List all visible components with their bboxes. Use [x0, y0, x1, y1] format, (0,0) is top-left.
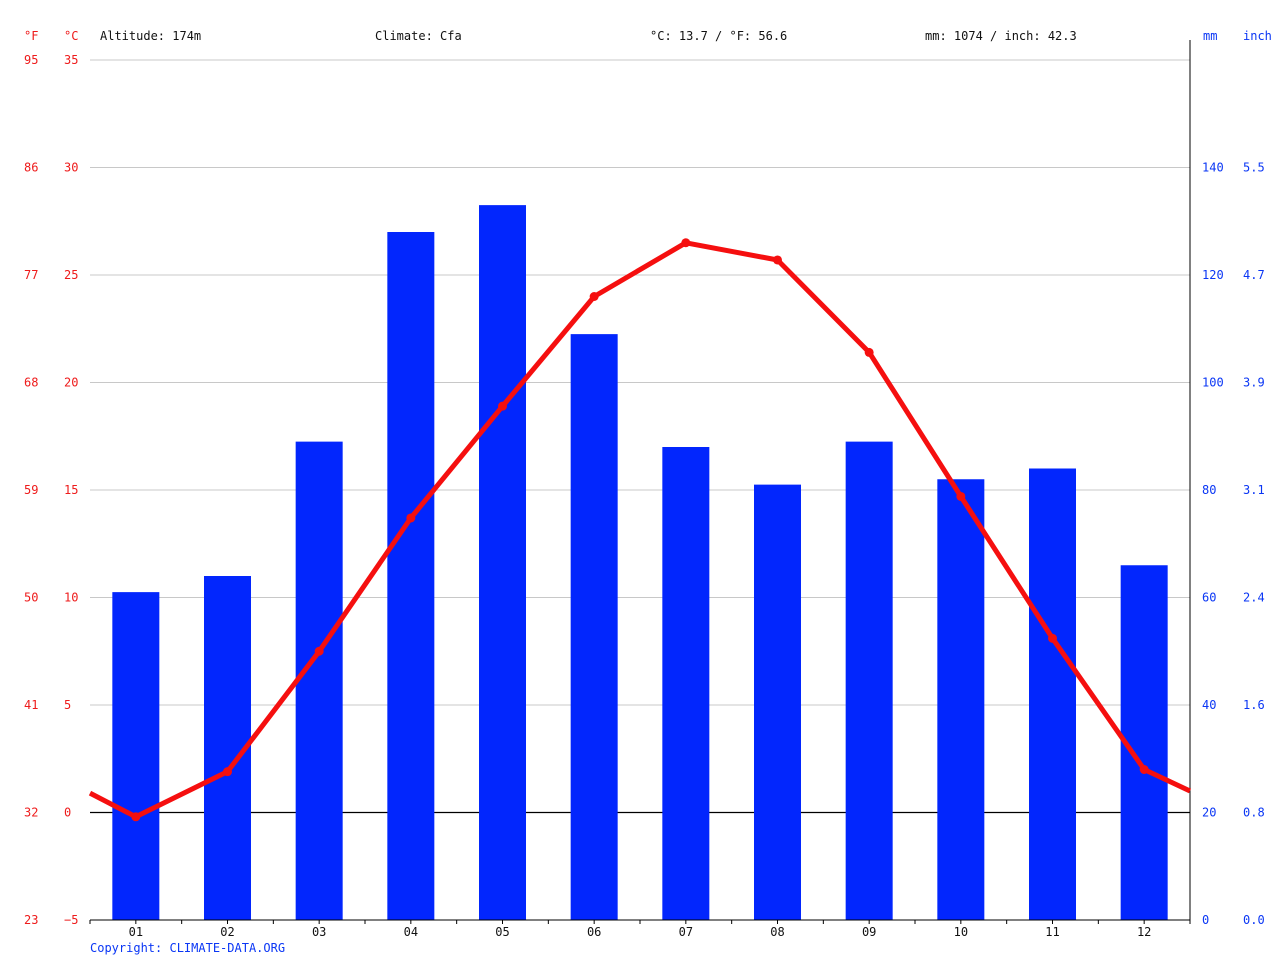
celsius-tick-label: 35 [64, 53, 78, 67]
temperature-point [131, 812, 141, 822]
precipitation-bar [570, 334, 618, 920]
temperature-line-path [88, 240, 1192, 820]
fahrenheit-tick-label: 77 [24, 268, 38, 282]
inch-tick-label: 3.1 [1243, 483, 1265, 497]
temperature-point [1139, 765, 1149, 774]
mm-tick-label: 80 [1202, 483, 1216, 497]
mm-tick-label: 60 [1202, 591, 1216, 605]
mm-unit-label: mm [1203, 29, 1217, 43]
inch-tick-label: 2.4 [1243, 591, 1265, 605]
tick-labels: 95 35 86 30 77 25 68 20 59 15 50 10 41 5 32 0 23 −5 140 5.5… [24, 53, 1265, 939]
month-label: 03 [312, 925, 326, 939]
celsius-tick-label: −5 [64, 913, 78, 927]
celsius-tick-label: 25 [64, 268, 78, 282]
month-label: 09 [862, 925, 876, 939]
month-label: 07 [679, 925, 693, 939]
celsius-tick-label: 5 [64, 698, 71, 712]
inch-tick-label: 0.8 [1243, 806, 1265, 820]
mm-tick-label: 120 [1202, 268, 1224, 282]
inch-tick-label: 4.7 [1243, 268, 1265, 282]
precipitation-bar [387, 232, 435, 920]
month-label: 10 [954, 925, 968, 939]
axes [89, 40, 1191, 924]
mm-tick-label: 140 [1202, 161, 1224, 175]
fahrenheit-tick-label: 59 [24, 483, 38, 497]
grid-lines [90, 59, 1190, 814]
copyright-label: Copyright: CLIMATE-DATA.ORG [90, 941, 285, 955]
inch-unit-label: inch [1243, 29, 1272, 43]
precipitation-summary-label: mm: 1074 / inch: 42.3 [925, 29, 1077, 43]
inch-tick-label: 3.9 [1243, 376, 1265, 390]
precipitation-bar [937, 479, 985, 920]
precipitation-bar [295, 441, 343, 920]
month-label: 01 [129, 925, 143, 939]
temperature-point [498, 401, 507, 411]
celsius-unit-label: °C [64, 29, 78, 43]
fahrenheit-unit-label: °F [24, 29, 38, 43]
month-label: 02 [220, 925, 234, 939]
celsius-tick-label: 20 [64, 376, 78, 390]
precipitation-bars [112, 205, 1168, 920]
fahrenheit-tick-label: 41 [24, 698, 38, 712]
inch-tick-label: 0.0 [1243, 913, 1265, 927]
fahrenheit-tick-label: 32 [24, 806, 38, 820]
precipitation-bar [1029, 468, 1076, 920]
precipitation-bar [112, 592, 160, 920]
mm-tick-label: 40 [1202, 698, 1216, 712]
fahrenheit-tick-label: 68 [24, 376, 38, 390]
temperature-point [864, 347, 874, 357]
celsius-tick-label: 15 [64, 483, 78, 497]
mm-tick-label: 0 [1202, 913, 1209, 927]
temperature-summary-label: °C: 13.7 / °F: 56.6 [650, 29, 787, 43]
altitude-label: Altitude: 174m [100, 29, 201, 43]
month-label: 11 [1045, 925, 1059, 939]
fahrenheit-tick-label: 23 [24, 913, 38, 927]
month-label: 12 [1137, 925, 1151, 939]
month-label: 06 [587, 925, 601, 939]
precipitation-bar [662, 447, 710, 920]
inch-tick-label: 1.6 [1243, 698, 1265, 712]
celsius-tick-label: 0 [64, 806, 71, 820]
precipitation-bar [754, 484, 801, 920]
mm-tick-label: 20 [1202, 806, 1216, 820]
fahrenheit-tick-label: 86 [24, 161, 38, 175]
temperature-point [1048, 633, 1057, 643]
temperature-point [223, 767, 232, 777]
temperature-point [956, 491, 966, 501]
precipitation-bar [1120, 565, 1168, 920]
month-label: 05 [495, 925, 509, 939]
temperature-point [406, 513, 416, 523]
mm-tick-label: 100 [1202, 376, 1224, 390]
celsius-tick-label: 10 [64, 591, 78, 605]
temperature-line [88, 238, 1192, 822]
temperature-point [589, 292, 599, 301]
month-label: 04 [404, 925, 418, 939]
fahrenheit-tick-label: 50 [24, 591, 38, 605]
precipitation-bar [479, 205, 526, 920]
temperature-point [773, 255, 782, 265]
month-label: 08 [770, 925, 784, 939]
fahrenheit-tick-label: 95 [24, 53, 38, 67]
temperature-point [681, 238, 691, 248]
precipitation-bar [845, 441, 893, 920]
inch-tick-label: 5.5 [1243, 161, 1265, 175]
climate-label: Climate: Cfa [375, 29, 462, 43]
temperature-point [314, 646, 324, 656]
celsius-tick-label: 30 [64, 161, 78, 175]
